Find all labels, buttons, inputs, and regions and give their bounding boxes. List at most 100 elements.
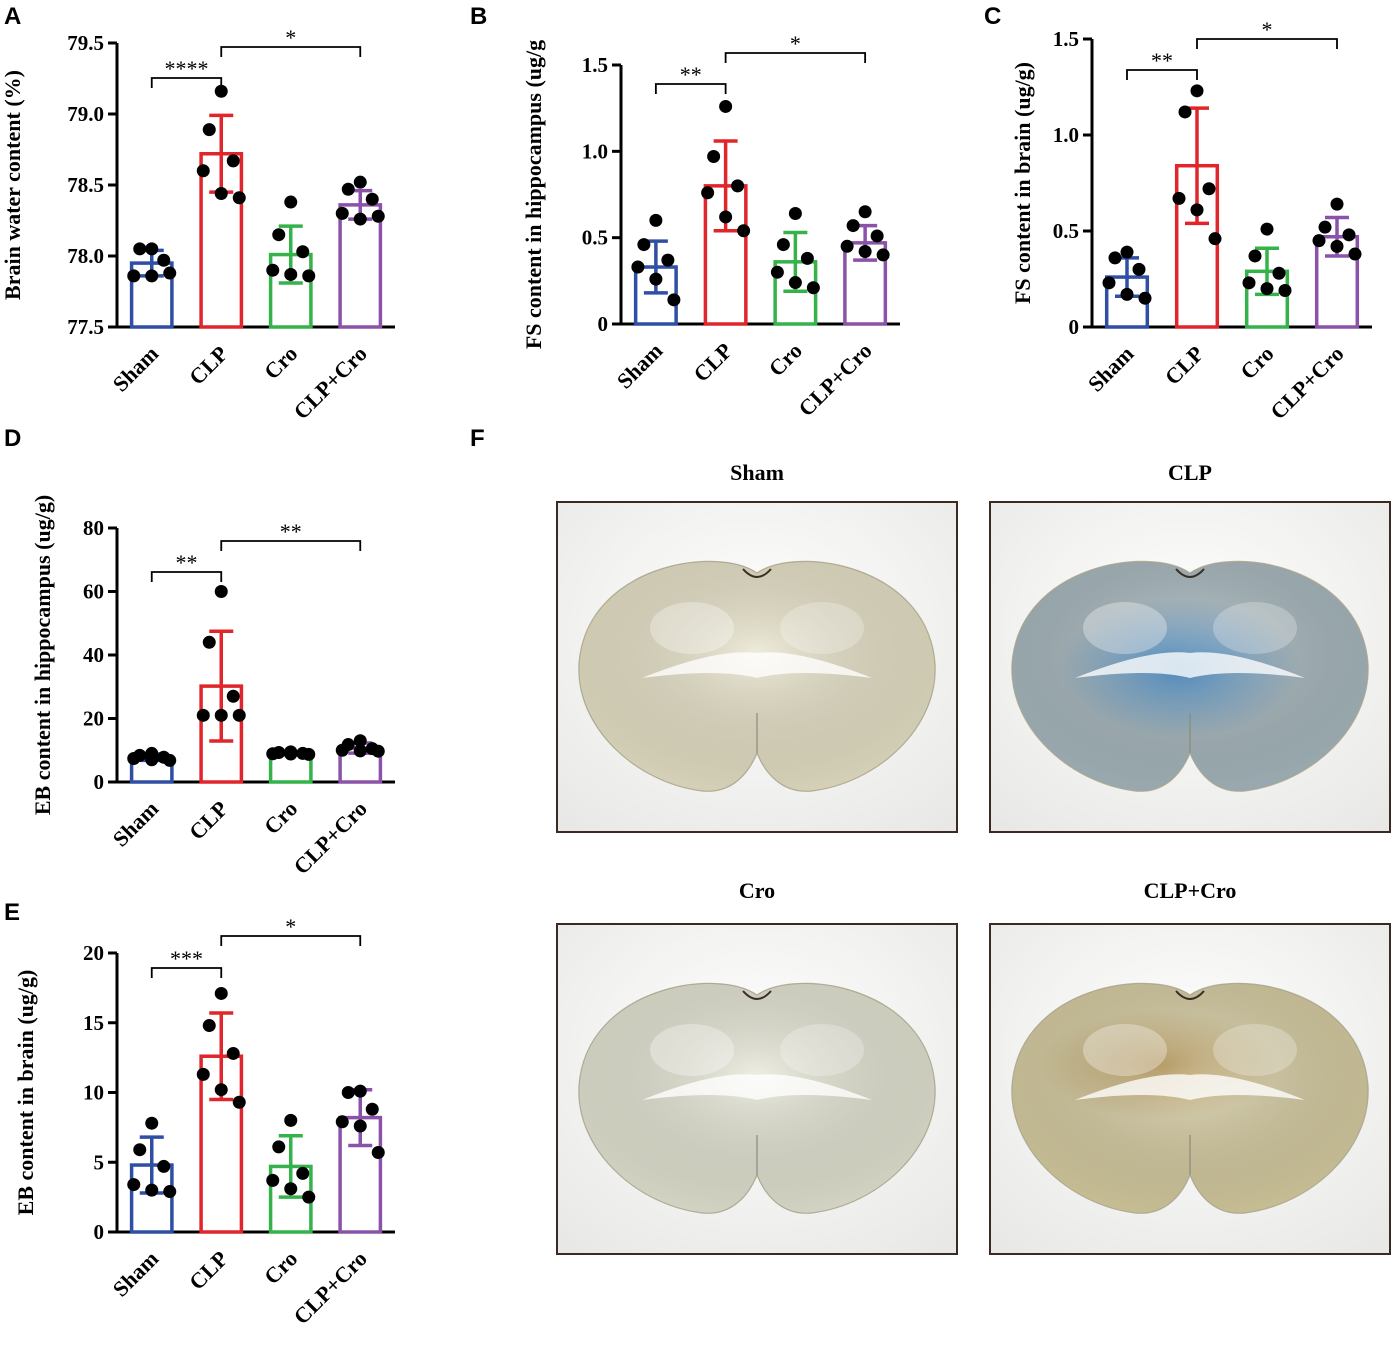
data-point: [1330, 239, 1344, 253]
data-point: [133, 242, 147, 256]
data-point: [806, 281, 820, 295]
data-point: [1312, 234, 1326, 248]
data-point: [1208, 232, 1222, 246]
y-tick-label: 15: [83, 1011, 104, 1035]
data-point: [232, 191, 246, 205]
data-point: [284, 1113, 298, 1127]
chart-panel-e: E 0 5 10 15 20 EB content in brain (ug/g) Sham C…: [4, 899, 395, 1329]
significance-label: **: [1151, 48, 1173, 73]
data-point: [1242, 276, 1256, 290]
data-point: [649, 272, 663, 286]
data-point: [858, 205, 872, 219]
tissue-highlight: [650, 1024, 734, 1076]
significance-label: *: [285, 914, 296, 939]
data-point: [353, 1084, 367, 1098]
y-tick-label: 0: [598, 312, 609, 336]
data-point: [335, 743, 349, 757]
data-point: [157, 1159, 171, 1173]
data-point: [353, 175, 367, 189]
data-point: [145, 753, 159, 767]
category-label: Sham: [108, 796, 164, 852]
data-point: [214, 986, 228, 1000]
data-point: [353, 744, 367, 758]
data-point: [631, 260, 645, 274]
brain-photo-clp: CLP: [989, 460, 1391, 833]
data-point: [163, 753, 177, 767]
data-point: [202, 635, 216, 649]
y-tick-label: 0: [94, 1220, 105, 1244]
data-point: [770, 265, 784, 279]
category-label: CLP+Cro: [288, 1246, 371, 1329]
significance-label: **: [176, 550, 198, 575]
panel-letter: E: [4, 899, 20, 926]
data-point: [127, 1178, 141, 1192]
midline-fissure: [1175, 990, 1205, 1000]
chart-panel-b: B 0 0.5 1.0 1.5 FS content in hippocampus (ug…: [470, 3, 900, 421]
data-point: [226, 689, 240, 703]
data-point: [202, 1019, 216, 1033]
data-point: [876, 248, 890, 262]
y-tick-label: 1.5: [1053, 27, 1079, 51]
data-point: [719, 99, 733, 113]
white-matter: [1075, 652, 1305, 678]
data-point: [127, 269, 141, 283]
data-point: [163, 266, 177, 280]
data-point: [365, 1102, 379, 1116]
significance-bracket: [1196, 38, 1338, 49]
category-label: Cro: [259, 796, 302, 839]
data-point: [776, 238, 790, 252]
data-point: [661, 253, 675, 267]
data-point: [296, 245, 310, 259]
y-tick-label: 5: [94, 1150, 105, 1174]
brain-photo-cro: Cro: [556, 878, 958, 1255]
data-point: [1190, 203, 1204, 217]
category-label: CLP+Cro: [793, 338, 876, 421]
data-point: [145, 1183, 159, 1197]
data-point: [145, 269, 159, 283]
data-point: [858, 244, 872, 258]
tissue-highlight: [1083, 602, 1167, 654]
data-point: [1248, 249, 1262, 263]
data-point: [214, 585, 228, 598]
data-point: [707, 150, 721, 164]
y-axis-title: EB content in brain (ug/g): [13, 970, 38, 1216]
data-point: [731, 179, 745, 193]
data-point: [353, 734, 367, 748]
category-label: CLP: [1160, 341, 1209, 390]
significance-bracket: [220, 540, 362, 551]
midline-fissure: [742, 990, 772, 1000]
significance-label: *: [1262, 17, 1273, 42]
data-point: [1260, 222, 1274, 236]
data-point: [272, 1140, 286, 1154]
white-matter: [642, 652, 872, 678]
y-tick-label: 78.0: [67, 244, 104, 268]
panel-letter: A: [4, 3, 21, 30]
y-tick-label: 10: [83, 1081, 104, 1105]
y-tick-label: 1.5: [582, 53, 608, 77]
photo-title: CLP: [1168, 460, 1212, 485]
data-point: [232, 1095, 246, 1109]
data-point: [214, 84, 228, 98]
data-point: [1348, 247, 1362, 261]
data-point: [284, 267, 298, 281]
data-point: [353, 212, 367, 226]
chart-panel-d: D 0 20 40 60 80 EB content in hippocampus (ug/…: [4, 425, 395, 879]
panel-letter: C: [984, 3, 1001, 30]
data-point: [1120, 245, 1134, 259]
y-tick-label: 1.0: [582, 139, 608, 163]
significance-label: *: [790, 31, 801, 56]
y-tick-label: 78.5: [67, 173, 104, 197]
significance-bracket: [724, 52, 867, 63]
category-label: Cro: [259, 1246, 302, 1289]
data-point: [1272, 266, 1286, 280]
data-point: [133, 1143, 147, 1157]
chart-panel-a: A 77.5 78.0 78.5 79.0 79.5 Brain water content…: [0, 3, 395, 424]
y-tick-label: 0: [1069, 315, 1080, 339]
brain-photo-sham: Sham: [556, 460, 958, 833]
midline-fissure: [1175, 568, 1205, 578]
data-point: [667, 293, 681, 307]
category-label: CLP+Cro: [288, 796, 371, 879]
data-point: [649, 213, 663, 227]
data-point: [284, 1182, 298, 1196]
panel-letter: F: [470, 425, 485, 452]
